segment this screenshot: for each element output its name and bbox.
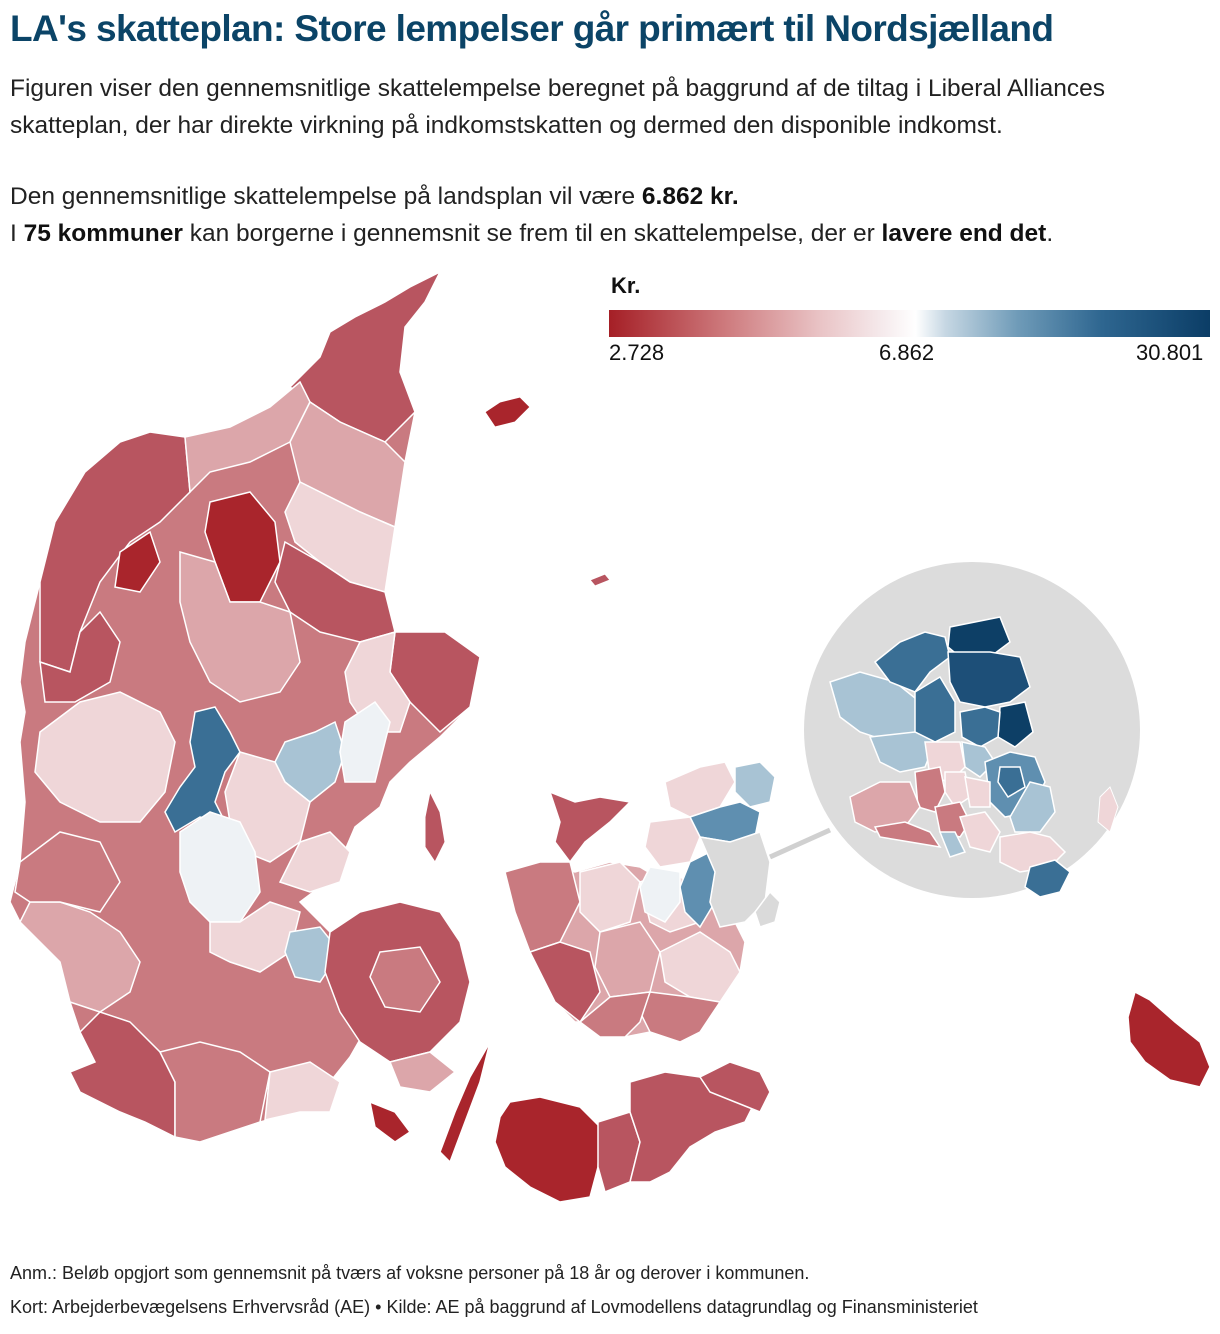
inset-ishoej [873, 821, 942, 849]
inset-furesoe [959, 706, 1001, 748]
inset-lyngby-dark [997, 766, 1026, 799]
region-copenhagen-light [639, 866, 681, 923]
legend-title: Kr. [611, 273, 641, 298]
region-varde [14, 831, 121, 913]
region-bornholm [1127, 990, 1211, 1088]
municipality-count-suffix: . [1046, 220, 1054, 247]
region-aarhus-light [339, 700, 391, 783]
municipality-count: 75 kommuner [23, 220, 183, 247]
region-sonderborg [264, 1061, 341, 1121]
region-holbaek [579, 861, 641, 933]
region-hilleroed [664, 761, 736, 818]
inset-saltholm [1097, 786, 1119, 833]
region-langeland [439, 1041, 491, 1164]
region-aabenraa [158, 1041, 271, 1143]
region-naestved [578, 991, 652, 1038]
region-ikast-brande [179, 811, 261, 923]
legend-min-label: 2.728 [609, 340, 665, 365]
lower-than-average: lavere end det [881, 220, 1047, 247]
legend-max-label: 30.801 [1136, 340, 1204, 365]
region-samsoe [424, 790, 446, 863]
region-odsherred [548, 790, 632, 864]
inset-vallensbaek [849, 781, 921, 833]
region-aeroe [368, 1100, 412, 1143]
summary-stats: Den gennemsnitlige skattelempelse på lan… [10, 178, 1205, 252]
chart-title: LA's skatteplan: Store lempelser går pri… [10, 8, 1054, 49]
region-lolland [494, 1096, 601, 1203]
region-slagelse [528, 941, 601, 1024]
region-syddjurs [344, 630, 411, 733]
inset-helsingoer-dark [947, 616, 1011, 658]
municipality-count-line: I 75 kommuner kan borgerne i gennemsnit … [10, 215, 1205, 252]
region-amager-gray [754, 890, 781, 928]
region-lemvig [39, 610, 121, 703]
inset-dragoer-blue [1024, 859, 1071, 898]
inset-glostrup [964, 776, 991, 808]
denmark-municipality-map [9, 270, 1211, 1203]
national-average-text: Den gennemsnitlige skattelempelse på lan… [10, 183, 642, 210]
inset-connector [768, 827, 832, 860]
inset-albertslund [944, 771, 971, 809]
region-herning [34, 691, 176, 823]
region-laesoe [484, 396, 531, 428]
region-kalundborg [504, 861, 581, 953]
region-toender [68, 1011, 176, 1139]
inset-fredensborg [947, 651, 1031, 708]
source-line: Kort: Arbejderbevægelsens Erhvervsråd (A… [10, 1297, 978, 1317]
region-gribskov [734, 761, 776, 808]
national-average-line: Den gennemsnitlige skattelempelse på lan… [10, 178, 1205, 215]
national-average-value: 6.862 kr. [641, 183, 739, 210]
chart-subtitle: Figuren viser den gennemsnitlige skattel… [10, 75, 1106, 139]
region-koege [659, 931, 741, 1003]
legend-mid-label: 6.862 [879, 340, 935, 365]
municipality-count-text: kan borgerne i gennemsnit se frem til en… [182, 220, 882, 247]
region-mors [114, 530, 161, 593]
region-egedal [644, 816, 701, 868]
region-anholt [589, 573, 611, 587]
legend-color-scale [609, 310, 1210, 337]
municipality-count-prefix: I [10, 220, 24, 247]
region-horsens [278, 831, 351, 893]
region-viborg [179, 551, 301, 703]
inset-nordsjaelland [804, 562, 1140, 898]
inset-roedovre [959, 811, 1001, 853]
region-svendborg [388, 1051, 457, 1093]
region-stevns [639, 991, 722, 1043]
region-odense [369, 946, 441, 1013]
inset-hvidovre-blue [938, 831, 967, 858]
inset-egedal [868, 731, 936, 773]
inset-copenhagen [1009, 781, 1056, 833]
footnote: Anm.: Beløb opgjort som gennemsnit på tv… [10, 1263, 810, 1283]
region-moen [698, 1061, 771, 1113]
